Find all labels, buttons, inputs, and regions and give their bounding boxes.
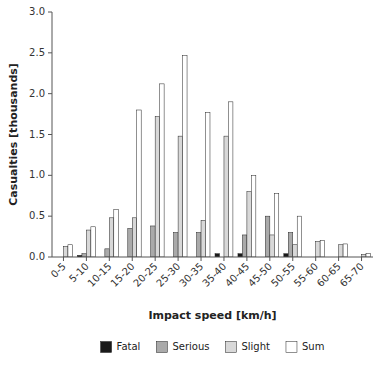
x-tick [109, 257, 110, 261]
y-tick-label: 2.5 [29, 47, 45, 58]
x-tick [178, 257, 179, 261]
y-tick [48, 52, 52, 53]
bar [297, 216, 301, 257]
x-tick-label: 60-65 [315, 261, 343, 289]
bar [265, 216, 269, 257]
x-tick [132, 257, 133, 261]
x-tick-label: 50-55 [269, 261, 297, 289]
bar [201, 220, 205, 257]
bar [132, 218, 136, 257]
bar [174, 233, 178, 258]
legend-label: Sum [302, 341, 324, 352]
bar [228, 102, 232, 257]
bar [242, 235, 246, 257]
x-tick [63, 257, 64, 261]
x-tick-label: 20-25 [131, 261, 159, 289]
bar [178, 136, 182, 257]
x-tick [86, 257, 87, 261]
y-axis: 0.0 0.5 1.0 1.5 2.0 2.5 3.0 [29, 6, 52, 262]
x-tick-label: 30-35 [177, 261, 205, 289]
x-tick-label: 15-20 [108, 261, 136, 289]
x-tick [201, 257, 202, 261]
y-tick-label: 1.0 [29, 169, 45, 180]
legend-swatch [286, 342, 297, 353]
bar [320, 241, 324, 257]
bar [293, 245, 297, 257]
y-tick-label: 2.0 [29, 88, 45, 99]
bar [274, 193, 278, 257]
x-tick [155, 257, 156, 261]
y-tick [48, 134, 52, 135]
legend-swatch [156, 342, 167, 353]
y-tick-label: 0.0 [29, 251, 45, 262]
x-tick-label: 55-60 [292, 261, 320, 289]
bar [247, 192, 251, 257]
bar [288, 233, 292, 258]
y-tick [48, 216, 52, 217]
x-tick-label: 25-30 [154, 261, 182, 289]
x-axis: 0-55-1010-1515-2020-2525-3030-3535-4040-… [49, 257, 366, 289]
x-tick [338, 257, 339, 261]
bar [91, 227, 95, 257]
x-tick [269, 257, 270, 261]
bar [68, 245, 72, 257]
bar [183, 55, 187, 257]
legend-item: Sum [286, 341, 324, 353]
y-axis-line [52, 12, 53, 257]
bar [63, 246, 67, 257]
legend-item: Serious [156, 341, 209, 353]
legend-item: Fatal [101, 341, 141, 353]
x-tick-label: 0-5 [49, 261, 68, 280]
bar [197, 233, 201, 258]
bars [63, 55, 370, 257]
x-tick [315, 257, 316, 261]
y-tick [48, 12, 52, 13]
x-axis-label: Impact speed [km/h] [148, 309, 276, 322]
legend-label: Serious [172, 341, 209, 352]
x-tick [361, 257, 362, 261]
y-axis-label: Casualties [thousands] [7, 63, 20, 206]
bar [151, 226, 155, 257]
bar [316, 241, 320, 257]
y-tick-label: 1.5 [29, 129, 45, 140]
x-axis-line [52, 257, 373, 258]
bar [339, 245, 343, 257]
bar [137, 110, 141, 257]
y-tick [48, 257, 52, 258]
legend-swatch [101, 342, 112, 353]
x-tick-label: 45-50 [246, 261, 274, 289]
x-tick-label: 10-15 [85, 261, 113, 289]
x-tick [223, 257, 224, 261]
bar [270, 235, 274, 257]
x-tick-label: 65-70 [338, 261, 366, 289]
bar [343, 244, 347, 257]
legend-label: Fatal [117, 341, 141, 352]
bar [128, 228, 132, 257]
bar [105, 249, 109, 257]
chart: 0.0 0.5 1.0 1.5 2.0 2.5 3.0 0-55-1010-1515-2020… [0, 0, 383, 377]
bar [114, 210, 118, 257]
bar [155, 117, 159, 257]
bar [109, 218, 113, 257]
bar [224, 136, 228, 257]
legend: Fatal Serious Slight Sum [101, 341, 325, 353]
legend-item: Slight [225, 341, 270, 353]
y-tick-label: 0.5 [29, 210, 45, 221]
legend-swatch [225, 342, 236, 353]
bar [206, 112, 210, 257]
bar [251, 175, 255, 257]
bar [160, 84, 164, 257]
y-tick-label: 3.0 [29, 6, 45, 17]
x-tick-label: 35-40 [200, 261, 228, 289]
y-tick [48, 175, 52, 176]
x-tick [292, 257, 293, 261]
legend-label: Slight [241, 341, 270, 352]
x-tick [246, 257, 247, 261]
x-tick-label: 40-45 [223, 261, 251, 289]
y-tick [48, 93, 52, 94]
bar [86, 230, 90, 257]
